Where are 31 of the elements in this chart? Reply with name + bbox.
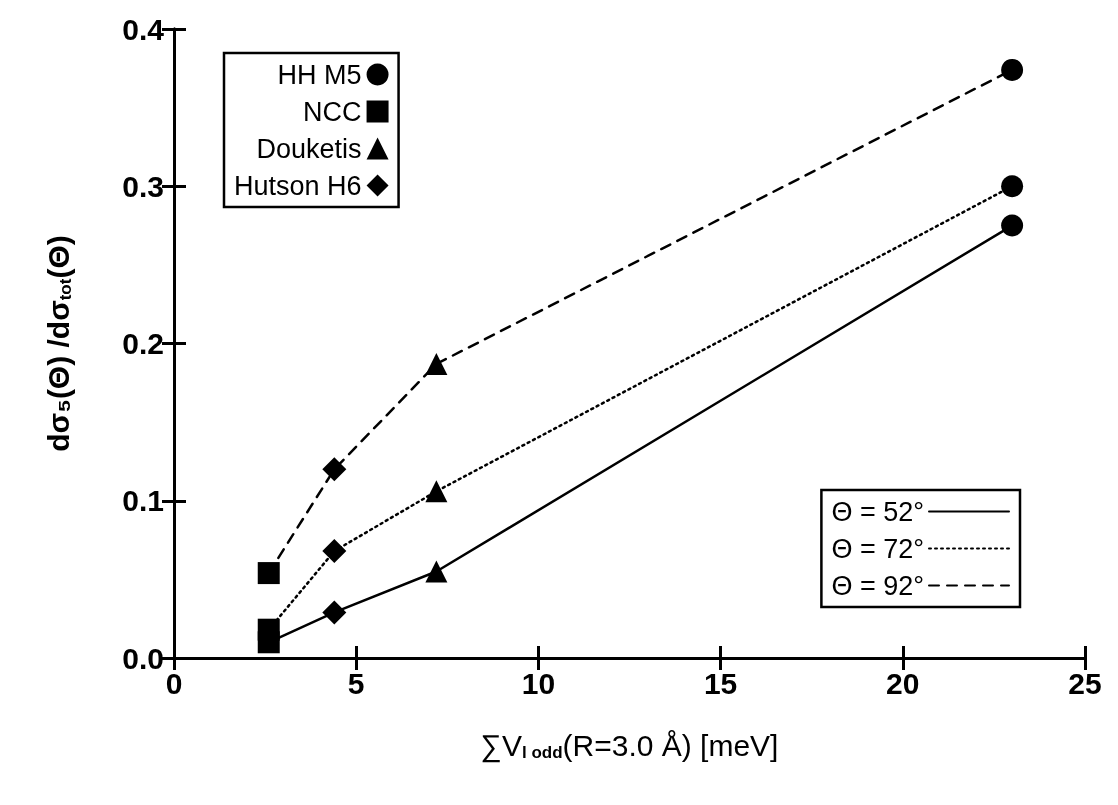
y-tick-label: 0.4 [122,12,165,46]
point [322,600,347,625]
legend-label: Douketis [256,133,362,164]
point [322,539,347,564]
legend-label: Θ = 72° [831,533,924,564]
point [257,618,280,641]
y-tick-label: 0.1 [122,484,164,518]
y-tick-label: 0.2 [122,327,164,360]
legend-label: HH M5 [277,59,362,90]
x-tick-label: 25 [1068,666,1102,700]
x-tick-label: 5 [347,666,365,700]
y-tick-label: 0.0 [122,641,164,675]
point [1001,58,1024,81]
point [425,352,448,375]
y-axis-title: dσ₅(Θ) /dσtot(Θ) [42,235,75,452]
legend-label: Hutson H6 [233,170,362,201]
y-tick-label: 0.3 [122,169,164,203]
x-tick-label: 15 [703,666,738,700]
x-tick-label: 0 [165,666,183,700]
point [1001,214,1024,237]
x-axis-title: ∑Vl odd(R=3.0 Å) [meV] [480,729,779,763]
x-tick-label: 10 [521,666,556,700]
point [322,457,347,482]
x-tick-label: 20 [886,666,920,700]
point [257,562,280,585]
legend-label: Θ = 92° [831,570,924,601]
legend-label: NCC [303,96,362,127]
point [1001,175,1024,198]
point [425,560,448,583]
legend-label: Θ = 52° [831,496,924,527]
point [425,480,448,503]
